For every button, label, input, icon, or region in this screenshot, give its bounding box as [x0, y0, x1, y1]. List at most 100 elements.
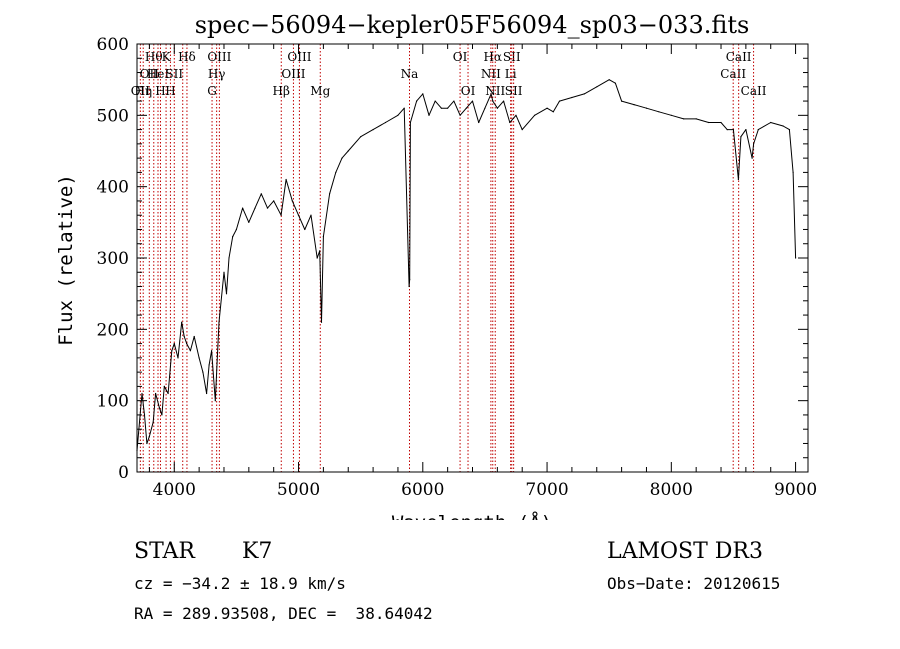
line-label-17: Mg — [310, 84, 330, 98]
data-point-10 — [167, 392, 169, 395]
data-point-100 — [745, 129, 747, 131]
data-point-14 — [181, 321, 183, 323]
data-point-34 — [260, 193, 262, 195]
data-point-37 — [280, 214, 282, 216]
line-label-12: Hγ — [208, 67, 226, 81]
data-point-71 — [490, 93, 492, 95]
line-markers: OIIHηOIIHθHeIHKHSIIHδGHγOIIIHβOIIIOIIIMg… — [131, 44, 767, 472]
y-tick-label-400: 400 — [97, 178, 129, 198]
data-point-88 — [633, 104, 635, 106]
data-point-98 — [737, 178, 740, 181]
data-point-93 — [695, 118, 697, 120]
data-point-76 — [515, 114, 517, 116]
data-point-89 — [645, 107, 648, 109]
data-point-41 — [304, 228, 306, 231]
data-point-90 — [658, 111, 660, 113]
data-point-18 — [193, 335, 195, 338]
survey-name: LAMOST DR3 — [607, 539, 763, 564]
spectrum-chart: spec−56094−kepler05F56094_sp03−033.fits … — [55, 11, 817, 520]
data-point-30 — [235, 228, 237, 231]
line-label-4: HeI — [147, 67, 170, 81]
data-point-44 — [319, 250, 321, 252]
object-class: STAR — [134, 539, 195, 564]
redshift-text: cz = −34.2 ± 18.9 km/s — [134, 574, 346, 593]
data-point-87 — [621, 100, 623, 102]
x-tick-label-9000: 9000 — [774, 480, 817, 500]
y-axis: 0 100 200 300 400 500 600 — [97, 35, 808, 483]
x-tick-label-5000: 5000 — [277, 480, 320, 500]
line-label-7: H — [165, 84, 175, 98]
data-point-55 — [403, 107, 405, 109]
data-point-17 — [189, 350, 191, 352]
line-label-24: Li — [505, 67, 517, 81]
line-label-1: Hη — [134, 84, 152, 98]
line-label-16: OIII — [287, 50, 311, 64]
data-point-56 — [408, 285, 410, 288]
series-layer — [136, 79, 797, 452]
line-label-22: Hα — [483, 50, 502, 64]
data-point-104 — [770, 121, 772, 124]
data-point-38 — [285, 178, 287, 181]
data-point-72 — [492, 100, 494, 102]
data-point-31 — [242, 207, 244, 209]
y-axis-label: Flux (relative) — [55, 174, 77, 346]
y-tick-label-100: 100 — [97, 392, 129, 412]
chart-title: spec−56094−kepler05F56094_sp03−033.fits — [195, 11, 750, 39]
data-point-7 — [158, 407, 160, 409]
data-point-81 — [558, 100, 561, 102]
line-label-3: Hθ — [145, 50, 163, 64]
data-point-94 — [708, 121, 710, 124]
data-point-45 — [320, 321, 323, 323]
data-point-91 — [670, 114, 672, 116]
line-label-23: NII — [485, 84, 505, 98]
data-point-50 — [347, 150, 349, 152]
data-point-64 — [447, 107, 449, 109]
data-point-33 — [254, 207, 256, 209]
data-point-16 — [186, 343, 188, 345]
data-point-53 — [384, 121, 387, 124]
line-label-29: CaII — [741, 84, 767, 98]
data-point-82 — [571, 96, 573, 99]
data-point-3 — [146, 442, 148, 445]
data-point-29 — [232, 236, 234, 238]
line-label-6: K — [162, 50, 172, 64]
data-point-74 — [503, 100, 505, 102]
x-axis: 4000 5000 6000 7000 8000 9000 — [148, 44, 817, 500]
y-tick-label-200: 200 — [97, 320, 129, 340]
line-label-27: CaII — [720, 67, 746, 81]
y-tick-label-0: 0 — [118, 463, 129, 483]
x-tick-label-8000: 8000 — [650, 480, 693, 500]
data-point-43 — [316, 257, 318, 259]
data-point-25 — [218, 321, 220, 323]
data-point-73 — [496, 107, 498, 109]
data-point-42 — [310, 214, 312, 216]
data-point-32 — [248, 221, 250, 223]
data-point-96 — [726, 129, 728, 131]
data-point-19 — [198, 357, 200, 359]
data-point-86 — [614, 82, 617, 84]
line-label-13: OIII — [207, 50, 231, 64]
line-label-2: OII — [140, 67, 160, 81]
data-point-6 — [155, 392, 157, 395]
data-point-66 — [459, 114, 461, 116]
data-point-79 — [546, 107, 548, 109]
data-point-62 — [434, 100, 436, 102]
x-axis-label: Wavelength (Å) — [392, 511, 552, 520]
line-label-14: Hβ — [273, 84, 290, 98]
line-label-26: SII — [505, 84, 523, 98]
line-label-8: SII — [165, 67, 183, 81]
data-point-23 — [211, 350, 213, 352]
data-point-60 — [422, 93, 424, 95]
data-point-51 — [360, 136, 362, 138]
data-point-69 — [478, 121, 480, 124]
data-point-39 — [291, 200, 293, 202]
data-point-8 — [161, 414, 163, 416]
line-label-10: Hδ — [178, 50, 196, 64]
data-point-92 — [683, 118, 685, 120]
data-point-70 — [484, 107, 486, 109]
data-point-108 — [795, 257, 797, 259]
data-point-35 — [266, 207, 269, 209]
data-point-36 — [273, 200, 275, 202]
data-point-68 — [471, 100, 474, 102]
data-point-107 — [792, 171, 794, 173]
